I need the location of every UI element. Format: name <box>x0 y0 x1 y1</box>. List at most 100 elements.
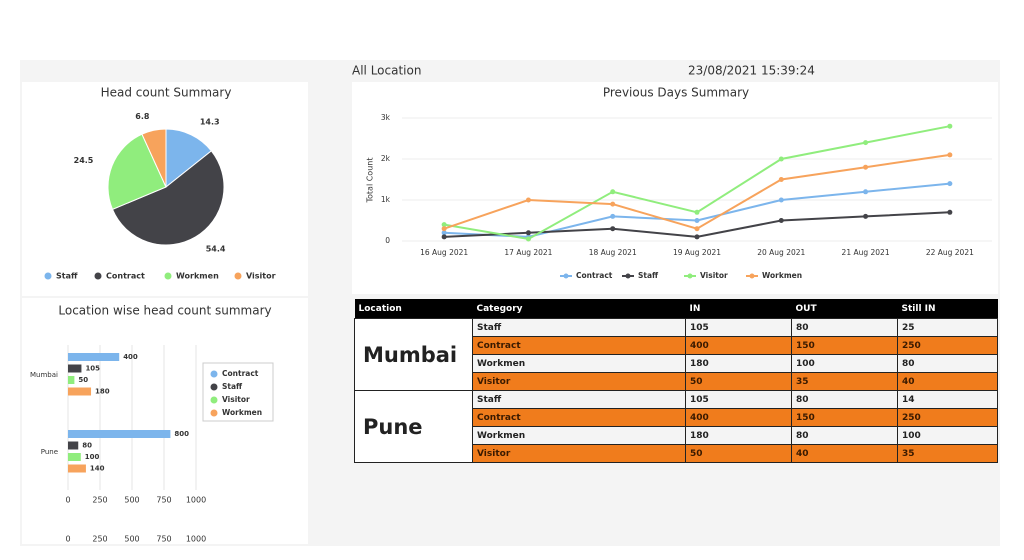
bar <box>68 430 171 438</box>
point <box>778 156 784 162</box>
point <box>778 177 784 182</box>
pie-slice <box>111 150 225 246</box>
legend-marker <box>234 272 242 280</box>
point <box>694 218 700 223</box>
bar <box>68 453 81 461</box>
point <box>610 226 616 232</box>
x-tick-label: 0 <box>65 535 70 544</box>
header-cell: OUT <box>791 299 898 319</box>
y-tick-label: 3k <box>381 113 391 122</box>
legend-marker <box>687 273 693 279</box>
point <box>778 197 784 203</box>
location-title: All Location <box>352 64 421 78</box>
bar <box>68 376 75 384</box>
table-cell: 50 <box>685 444 792 463</box>
x-tick-label: 250 <box>92 535 107 544</box>
data-label: 140 <box>90 465 105 473</box>
location-cell: Mumbai <box>354 318 473 391</box>
header-cell: IN <box>685 299 792 319</box>
summary-table: Location Category IN OUT Still IN Mumbai Staff… <box>354 299 998 463</box>
x-tick-label: 750 <box>156 535 171 544</box>
point <box>778 218 784 223</box>
x-tick-label: 750 <box>156 496 171 505</box>
table-cell: 14 <box>897 390 998 409</box>
x-tick-label: 17 Aug 2021 <box>504 248 552 257</box>
legend-label: Visitor <box>222 395 250 404</box>
bar <box>68 353 120 361</box>
chart-title: Previous Days Summary <box>603 86 749 100</box>
point <box>694 209 700 215</box>
x-tick-label: 18 Aug 2021 <box>589 248 637 257</box>
legend-marker <box>625 273 631 279</box>
x-tick-label: 21 Aug 2021 <box>842 248 890 257</box>
bar <box>68 464 86 473</box>
point <box>863 189 869 195</box>
bar <box>68 364 82 373</box>
legend-label: Staff <box>638 271 659 280</box>
legend-label: Staff <box>222 382 243 391</box>
x-tick-label: 16 Aug 2021 <box>420 248 468 257</box>
point <box>525 197 531 203</box>
legend-marker <box>210 383 218 391</box>
table-cell: 180 <box>685 354 792 373</box>
x-tick-label: 250 <box>92 496 107 505</box>
point <box>525 236 531 242</box>
bar <box>68 441 79 450</box>
y-tick-label: 2k <box>381 154 391 163</box>
table-cell: 180 <box>685 426 792 445</box>
x-tick-label: 22 Aug 2021 <box>926 248 974 257</box>
chart-title: Head count Summary <box>101 86 232 100</box>
table-cell: 80 <box>897 354 998 373</box>
point <box>694 226 700 232</box>
point <box>863 140 869 146</box>
table-cell: 100 <box>791 354 898 373</box>
category-label: Mumbai <box>30 371 58 379</box>
legend-label: Visitor <box>246 272 276 281</box>
point <box>610 213 616 219</box>
data-label: 800 <box>174 430 189 438</box>
table-cell: 25 <box>897 318 998 337</box>
x-tick-label: 500 <box>124 535 139 544</box>
legend-label: Workmen <box>176 272 219 281</box>
table-row: Pune Staff 105 80 14 <box>354 390 998 463</box>
data-label: 100 <box>85 453 100 461</box>
point <box>947 123 953 129</box>
table-cell: 40 <box>897 372 998 391</box>
point <box>610 189 616 195</box>
table-row: Contract 400 150 250 <box>355 408 998 427</box>
table-cell: 40 <box>791 444 898 463</box>
table-cell: Staff <box>472 390 686 409</box>
x-tick-label: 19 Aug 2021 <box>673 248 721 257</box>
data-label: 50 <box>78 376 88 384</box>
table-cell: 150 <box>791 336 898 355</box>
legend-label: Workmen <box>222 408 262 417</box>
table-cell: 105 <box>685 318 792 337</box>
data-label: 105 <box>85 365 100 373</box>
table-cell: Workmen <box>472 426 686 445</box>
legend-marker <box>210 396 218 404</box>
point <box>947 181 953 187</box>
legend-label: Contract <box>576 271 613 280</box>
category-label: Pune <box>41 448 58 456</box>
table-cell: Visitor <box>472 372 686 391</box>
y-tick-label: 1k <box>381 195 391 204</box>
legend-label: Contract <box>222 369 259 378</box>
point <box>441 222 447 228</box>
table-cell: 80 <box>791 426 898 445</box>
table-cell: 35 <box>897 444 998 463</box>
pie-slice <box>107 133 167 211</box>
legend-marker <box>563 273 569 279</box>
point <box>863 164 869 170</box>
x-tick-label: 20 Aug 2021 <box>757 248 805 257</box>
table-cell: 100 <box>897 426 998 445</box>
x-tick-label: 0 <box>65 496 70 505</box>
x-tick-label: 1000 <box>186 535 206 544</box>
pie-slice <box>141 128 167 188</box>
table-cell: 250 <box>897 408 998 427</box>
header-cell: Category <box>472 299 686 319</box>
table-cell: 50 <box>685 372 792 391</box>
point <box>863 213 869 219</box>
point <box>947 209 953 215</box>
